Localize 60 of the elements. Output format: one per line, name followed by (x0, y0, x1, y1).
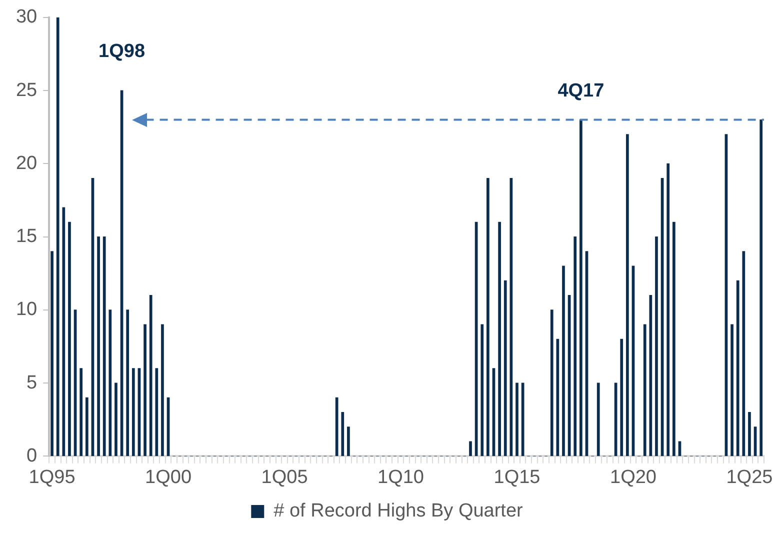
x-tick-label: 1Q05 (261, 466, 308, 488)
x-tick-label: 1Q25 (726, 466, 773, 488)
bar (760, 119, 763, 456)
bar (666, 163, 670, 456)
y-tick-label: 0 (26, 445, 38, 466)
bar (144, 324, 146, 456)
bar (748, 412, 751, 456)
bar (126, 310, 130, 456)
bar (80, 368, 83, 456)
bar (562, 266, 565, 456)
bar (132, 368, 135, 456)
bar (742, 251, 746, 456)
bar (498, 222, 501, 456)
bar (574, 236, 577, 456)
bar (114, 382, 118, 456)
bar (469, 441, 472, 456)
bar (579, 119, 582, 456)
bar (550, 310, 554, 456)
x-tick-label: 1Q95 (28, 466, 76, 488)
bar (730, 324, 734, 456)
y-tick-label: 20 (16, 152, 38, 174)
bar (486, 178, 490, 456)
bar (341, 412, 344, 456)
bar (655, 236, 658, 456)
bar (504, 280, 507, 456)
y-tick-label: 25 (16, 80, 38, 101)
annotation: 1Q98 (98, 41, 146, 62)
bar (335, 397, 338, 456)
bar (516, 382, 518, 456)
y-tick-label: 15 (16, 226, 38, 248)
x-tick-label: 1Q15 (494, 466, 540, 488)
x-tick-label: 1Q20 (610, 466, 656, 488)
annotation: 4Q17 (558, 80, 604, 102)
bar (347, 426, 350, 456)
bar (62, 207, 66, 456)
y-tick-label: 10 (16, 299, 38, 320)
bar (85, 397, 88, 456)
bar (102, 236, 106, 456)
bar (161, 324, 164, 456)
bar (672, 222, 676, 456)
bar (596, 382, 600, 456)
bar (56, 17, 60, 456)
bar (736, 280, 740, 456)
bar (649, 294, 652, 456)
bar (50, 251, 54, 456)
bar (556, 338, 560, 456)
bar (108, 310, 112, 456)
bar (155, 368, 158, 456)
bar (620, 338, 624, 456)
bar (480, 324, 484, 456)
legend-label: # of Record Highs By Quarter (274, 500, 524, 522)
bar (68, 222, 71, 456)
bar (643, 324, 646, 456)
bar (97, 236, 100, 456)
y-tick-label: 5 (26, 372, 38, 394)
bar (149, 294, 152, 456)
bar (626, 134, 629, 456)
y-tick-label: 30 (16, 6, 38, 28)
x-tick-label: 1Q10 (378, 466, 424, 488)
x-tick-label: 1Q00 (145, 466, 192, 488)
